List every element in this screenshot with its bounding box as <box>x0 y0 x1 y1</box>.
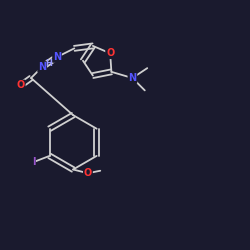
Text: N: N <box>38 62 46 72</box>
Text: H: H <box>46 60 52 68</box>
Text: O: O <box>16 80 25 90</box>
Text: O: O <box>84 168 92 178</box>
Text: O: O <box>106 48 114 58</box>
Text: I: I <box>32 157 35 167</box>
Text: N: N <box>53 52 61 62</box>
Text: N: N <box>128 73 136 83</box>
